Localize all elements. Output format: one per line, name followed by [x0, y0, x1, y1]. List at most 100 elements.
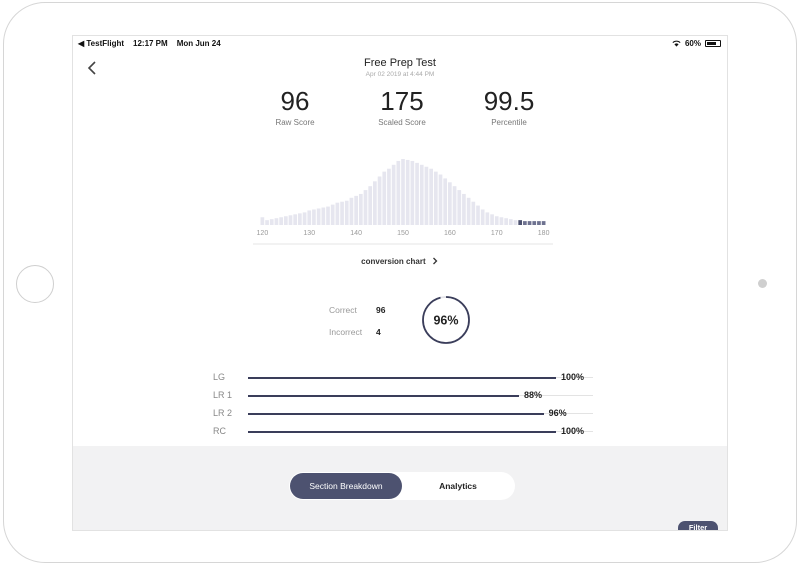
histogram-bar [490, 214, 494, 225]
scaled-score-value: 175 [380, 86, 424, 116]
histogram-bar [382, 171, 387, 225]
histogram-bar [335, 202, 340, 225]
histogram-bar [424, 166, 429, 225]
back-chevron-icon[interactable] [85, 60, 99, 76]
histogram-bar [527, 221, 532, 225]
battery-icon [705, 40, 721, 47]
page-subtitle: Apr 02 2019 at 4:44 PM [365, 71, 435, 78]
histogram-bar [279, 217, 283, 225]
correct-label: Correct [329, 305, 357, 315]
conversion-chart-label: conversion chart [361, 257, 426, 266]
section-bar [248, 394, 520, 397]
histogram-bar [494, 216, 499, 225]
section-percent: 100% [561, 426, 585, 436]
histogram-tick-label: 160 [444, 230, 456, 237]
histogram-tick-label: 120 [257, 230, 269, 237]
histogram-bar [405, 159, 410, 225]
histogram-bar [298, 213, 302, 225]
histogram-bar [476, 205, 480, 225]
tab-section-breakdown[interactable]: Section Breakdown [290, 473, 402, 499]
histogram-bar [321, 207, 326, 225]
histogram-bar [471, 201, 476, 225]
status-bar: ◀ TestFlight 12:17 PM Mon Jun 24 60% [73, 36, 727, 52]
histogram-tick-label: 180 [538, 230, 550, 237]
percentile-value: 99.5 [483, 86, 535, 116]
histogram-bar [485, 212, 490, 225]
histogram-bar [312, 209, 316, 225]
percent-ring-arc [422, 296, 470, 344]
histogram-bar [443, 178, 448, 225]
histogram-bar [462, 193, 466, 225]
view-toggle: Section Breakdown Analytics [289, 472, 515, 500]
correct-value: 96 [376, 305, 386, 315]
status-date: Mon Jun 24 [176, 39, 221, 48]
histogram-bar [433, 171, 438, 225]
status-time: 12:17 PM [133, 39, 168, 48]
section-bar [248, 430, 556, 433]
histogram-bar [541, 221, 546, 225]
histogram-bar [396, 160, 401, 225]
histogram-bar [387, 168, 391, 225]
histogram-bar [340, 201, 344, 225]
histogram-bar [344, 200, 349, 225]
histogram-bar [363, 190, 368, 225]
histogram-bar [265, 220, 269, 225]
section-percent: 88% [524, 390, 543, 400]
histogram-bar [260, 217, 265, 225]
histogram-bar [316, 208, 321, 225]
section-label: LG [213, 372, 226, 382]
histogram-bar [269, 219, 274, 225]
histogram-bar [358, 193, 363, 225]
section-bar [248, 412, 544, 415]
battery-percent: 60% [684, 39, 701, 48]
histogram-bar [457, 190, 462, 225]
histogram-bar [499, 217, 504, 225]
histogram-bar [438, 174, 443, 225]
percentile-label: Percentile [491, 118, 527, 127]
filter-button[interactable]: Filter [678, 521, 718, 530]
histogram-bar [373, 181, 377, 225]
histogram-tick-label: 130 [303, 230, 315, 237]
histogram-bar [326, 206, 330, 225]
raw-score: 96 Raw Score [245, 86, 345, 127]
histogram-bar [377, 176, 382, 225]
status-app[interactable]: ◀ TestFlight [78, 39, 124, 48]
histogram-tick-label: 170 [491, 230, 503, 237]
bottom-panel: Section Breakdown Analytics Filter [73, 446, 727, 530]
home-button[interactable] [16, 265, 54, 303]
histogram-bar [283, 216, 288, 225]
incorrect-label: Incorrect [329, 327, 363, 337]
histogram-bar [415, 162, 419, 225]
histogram-bar [513, 220, 518, 225]
histogram-bar [288, 215, 293, 225]
histogram-bar [504, 218, 508, 225]
histogram-bar [523, 221, 527, 225]
histogram-bar [307, 210, 312, 225]
page-title: Free Prep Test [364, 57, 436, 69]
histogram-bar [429, 168, 433, 225]
tab-analytics[interactable]: Analytics [439, 481, 477, 491]
histogram-bar [518, 220, 523, 225]
histogram-bar [452, 186, 457, 225]
section-label: LR 1 [213, 390, 233, 400]
chevron-right-icon [432, 257, 438, 265]
histogram-bar [330, 204, 335, 225]
raw-score-value: 96 [280, 86, 310, 116]
histogram-bar [466, 197, 471, 225]
section-label: RC [213, 426, 226, 436]
scaled-score-label: Scaled Score [378, 118, 426, 127]
histogram-bar [391, 164, 396, 225]
percent-ring-text: 96% [433, 314, 458, 328]
raw-score-label: Raw Score [275, 118, 315, 127]
percent-ring: 96% [422, 296, 470, 344]
histogram-bar [410, 160, 415, 225]
incorrect-value: 4 [376, 327, 381, 337]
conversion-chart-link[interactable]: conversion chart [73, 257, 727, 266]
section-label: LR 2 [213, 408, 233, 418]
histogram-bar [532, 221, 537, 225]
histogram-bar [401, 159, 405, 225]
section-bar [248, 376, 556, 379]
score-distribution-chart: 120 130 140 150 160 170 180 [253, 159, 553, 245]
percentile-score: 99.5 Percentile [459, 86, 559, 127]
histogram-bar [368, 186, 373, 225]
